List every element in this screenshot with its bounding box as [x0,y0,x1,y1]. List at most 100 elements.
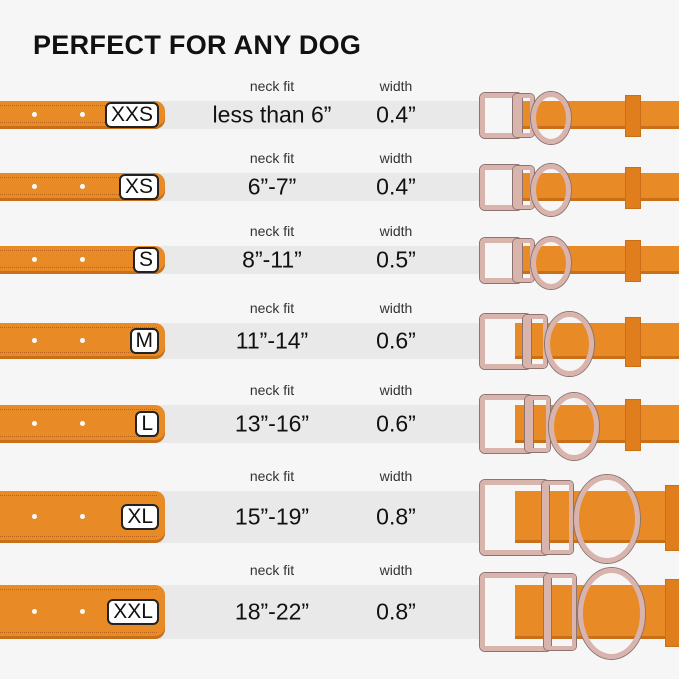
width-label: width [379,300,413,316]
collar-strap [515,323,679,359]
collar-strap-end: M [0,323,165,359]
d-ring-icon [530,92,571,145]
strap-keeper [625,399,641,451]
neck-fit-label: neck fit [249,300,295,316]
strap-hole [80,338,85,343]
buckle-icon [480,92,522,138]
stitching [0,536,157,537]
strap-hole [32,514,37,519]
stitching [0,632,157,633]
strap-keeper [625,95,641,137]
buckle-icon [480,313,531,369]
stitching [0,122,157,123]
row-band [150,173,480,201]
d-ring-icon [548,393,600,461]
neck-fit-label: neck fit [249,562,295,578]
row-band [150,323,480,359]
buckle-icon [480,164,522,210]
d-ring-icon [574,474,640,563]
row-band [150,585,480,639]
width-value: 0.6” [376,410,416,437]
strap-hole [32,609,37,614]
width-label: width [379,562,413,578]
neck-fit-label: neck fit [249,150,295,166]
d-ring-icon [530,237,571,290]
neck-fit-value: 13”-16” [234,410,310,437]
neck-fit-value: 18”-22” [234,598,310,625]
size-badge: XXL [107,599,159,625]
neck-fit-label: neck fit [249,382,295,398]
collar-strap-end: XL [0,491,165,543]
collar-strap-end: L [0,405,165,443]
strap-hole [32,338,37,343]
strap-hole [80,257,85,262]
d-ring-icon [545,311,594,376]
stitching [0,250,157,251]
width-value: 0.4” [376,173,416,200]
collar-strap-end: XS [0,173,165,201]
neck-fit-label: neck fit [249,223,295,239]
size-badge: L [135,411,159,437]
stitching [0,105,157,106]
strap-keeper [625,317,641,367]
neck-fit-label: neck fit [249,468,295,484]
row-band [150,405,480,443]
width-value: 0.6” [376,327,416,354]
neck-fit-label: neck fit [249,78,295,94]
width-label: width [379,78,413,94]
stitching [0,589,157,590]
row-band [150,491,480,543]
width-value: 0.8” [376,503,416,530]
buckle-icon [480,395,533,453]
row-band [150,101,480,129]
width-label: width [379,468,413,484]
d-ring-icon [577,568,646,660]
neck-fit-value: 15”-19” [234,503,310,530]
collar-strap-end: S [0,246,165,274]
buckle-loop-icon [525,396,550,452]
size-badge: XS [118,174,159,200]
strap-hole [80,112,85,117]
strap-hole [80,184,85,189]
buckle-icon [480,237,522,283]
stitching [0,436,157,437]
width-label: width [379,150,413,166]
strap-keeper [665,485,679,551]
stitching [0,327,157,328]
strap-hole [80,421,85,426]
collar-strap-end: XXS [0,101,165,129]
width-label: width [379,223,413,239]
buckle-loop-icon [541,480,573,554]
strap-hole [32,112,37,117]
buckle-icon [480,573,551,651]
stitching [0,409,157,410]
width-value: 0.4” [376,101,416,128]
buckle-icon [480,479,549,555]
strap-hole [32,184,37,189]
strap-keeper [625,240,641,282]
strap-hole [32,421,37,426]
stitching [0,194,157,195]
strap-keeper [625,167,641,209]
size-badge: XL [121,504,159,530]
stitching [0,267,157,268]
strap-keeper [665,579,679,647]
size-badge: M [129,328,159,354]
neck-fit-value: less than 6” [212,101,332,128]
buckle-loop-icon [522,314,547,368]
neck-fit-value: 11”-14” [235,327,309,354]
size-badge: XXS [104,102,159,128]
buckle-loop-icon [544,574,576,650]
collar-strap-end: XXL [0,585,165,639]
width-value: 0.5” [376,246,416,273]
d-ring-icon [530,164,571,217]
stitching [0,177,157,178]
size-badge: S [132,247,159,273]
strap-hole [32,257,37,262]
width-value: 0.8” [376,598,416,625]
strap-hole [80,514,85,519]
stitching [0,495,157,496]
width-label: width [379,382,413,398]
strap-hole [80,609,85,614]
